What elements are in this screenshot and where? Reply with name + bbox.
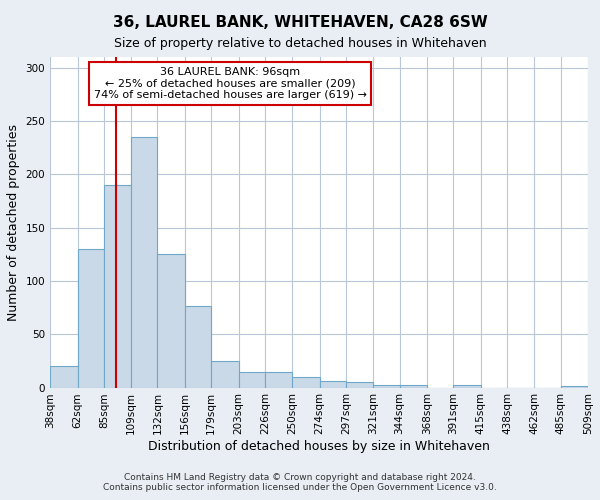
Text: Contains HM Land Registry data © Crown copyright and database right 2024.
Contai: Contains HM Land Registry data © Crown c… — [103, 473, 497, 492]
Bar — [157, 254, 185, 388]
Bar — [50, 366, 77, 388]
Bar — [560, 386, 588, 388]
Bar — [104, 185, 131, 388]
Bar — [211, 361, 239, 388]
Bar — [292, 377, 320, 388]
Bar — [131, 137, 157, 388]
X-axis label: Distribution of detached houses by size in Whitehaven: Distribution of detached houses by size … — [148, 440, 490, 453]
Y-axis label: Number of detached properties: Number of detached properties — [7, 124, 20, 320]
Bar — [265, 372, 292, 388]
Bar — [400, 386, 427, 388]
Text: Size of property relative to detached houses in Whitehaven: Size of property relative to detached ho… — [113, 38, 487, 51]
Text: 36, LAUREL BANK, WHITEHAVEN, CA28 6SW: 36, LAUREL BANK, WHITEHAVEN, CA28 6SW — [113, 15, 487, 30]
Text: 36 LAUREL BANK: 96sqm
← 25% of detached houses are smaller (209)
74% of semi-det: 36 LAUREL BANK: 96sqm ← 25% of detached … — [94, 67, 367, 100]
Bar — [346, 382, 373, 388]
Bar — [77, 249, 104, 388]
Bar — [320, 381, 346, 388]
Bar — [239, 372, 265, 388]
Bar — [185, 306, 211, 388]
Bar — [453, 386, 481, 388]
Bar — [373, 386, 400, 388]
